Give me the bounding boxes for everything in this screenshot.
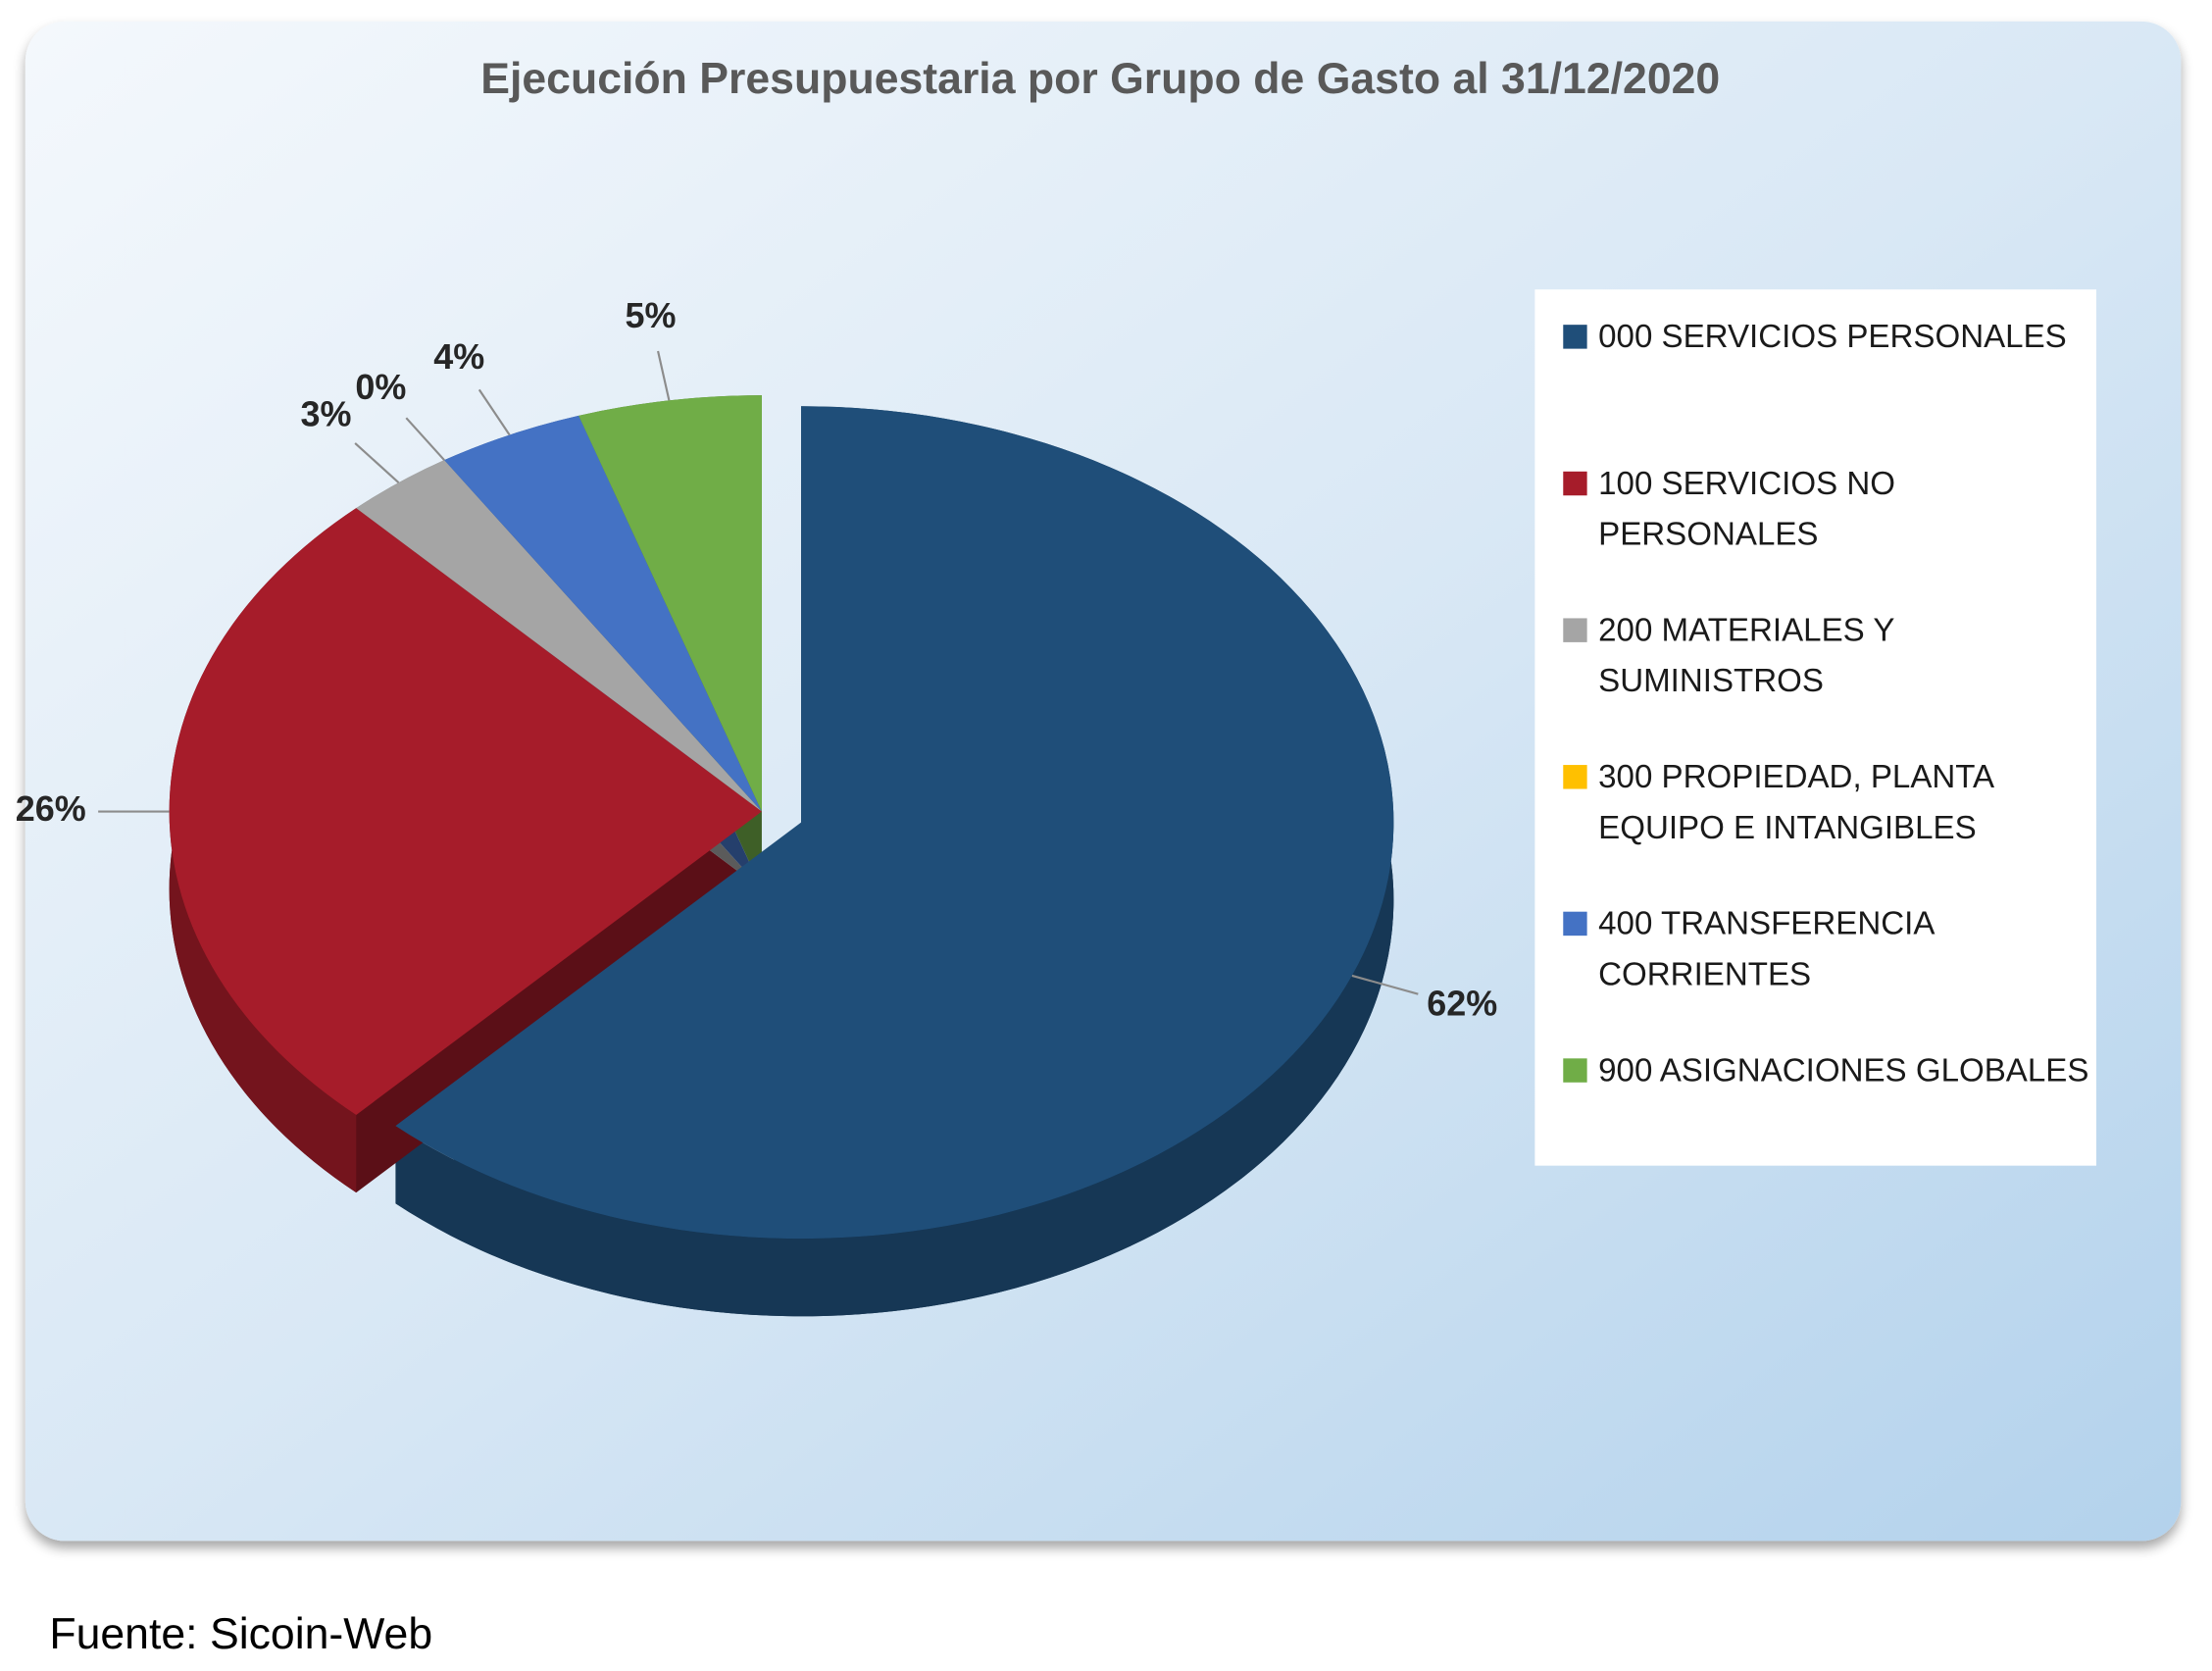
legend-item: 100 SERVICIOS NO PERSONALES <box>1563 457 2092 604</box>
data-label: 5% <box>626 295 677 335</box>
chart-title: Ejecución Presupuestaria por Grupo de Ga… <box>480 55 1720 103</box>
leader-line <box>354 442 400 483</box>
pie-slice <box>356 460 762 812</box>
legend-swatch <box>1563 618 1587 642</box>
legend-item: 900 ASIGNACIONES GLOBALES <box>1563 1044 2092 1171</box>
pie-slice <box>444 415 762 812</box>
legend-swatch <box>1563 325 1587 349</box>
legend-swatch <box>1563 911 1587 937</box>
leader-line <box>405 417 445 461</box>
pie <box>169 395 1394 1317</box>
legend-item: 200 MATERIALES Y SUMINISTROS <box>1563 604 2092 751</box>
pie-slice <box>169 508 762 1115</box>
legend-item: 300 PROPIEDAD, PLANTA EQUIPO E INTANGIBL… <box>1563 751 2092 898</box>
legend-label: 100 SERVICIOS NO PERSONALES <box>1598 464 1895 552</box>
data-label: 3% <box>301 394 352 434</box>
pie-slice <box>578 395 762 812</box>
legend-swatch <box>1563 1058 1587 1083</box>
leader-line <box>1351 974 1419 995</box>
legend-label: 400 TRANSFERENCIA CORRIENTES <box>1598 904 1934 992</box>
legend-label: 300 PROPIEDAD, PLANTA EQUIPO E INTANGIBL… <box>1598 757 1993 846</box>
legend-label: 000 SERVICIOS PERSONALES <box>1598 317 2067 355</box>
legend-item: 400 TRANSFERENCIA CORRIENTES <box>1563 897 2092 1044</box>
legend-list: 000 SERVICIOS PERSONALES 100 SERVICIOS NO… <box>1563 311 2092 1172</box>
leader-line <box>657 350 671 401</box>
leader-line <box>478 388 511 436</box>
data-label: 0% <box>355 367 406 407</box>
legend-item: 000 SERVICIOS PERSONALES <box>1563 311 2092 458</box>
data-label: 4% <box>433 336 484 377</box>
data-label: 62% <box>1427 984 1497 1024</box>
legend-swatch <box>1563 765 1587 789</box>
legend-label: 200 MATERIALES Y SUMINISTROS <box>1598 611 1894 699</box>
legend-box <box>1534 289 2097 1166</box>
source-note: Fuente: Sicoin-Web <box>49 1610 432 1658</box>
legend-swatch <box>1563 471 1587 496</box>
data-label: 26% <box>16 788 86 829</box>
data-labels: 62% 26% 3%0% 4% 5% <box>16 295 1497 1024</box>
legend-label: 900 ASIGNACIONES GLOBALES <box>1598 1051 2089 1089</box>
legend: 000 SERVICIOS PERSONALES 100 SERVICIOS NO… <box>1563 311 2092 1172</box>
slice-wall <box>395 406 1394 1317</box>
pie-slice <box>395 406 1394 1240</box>
